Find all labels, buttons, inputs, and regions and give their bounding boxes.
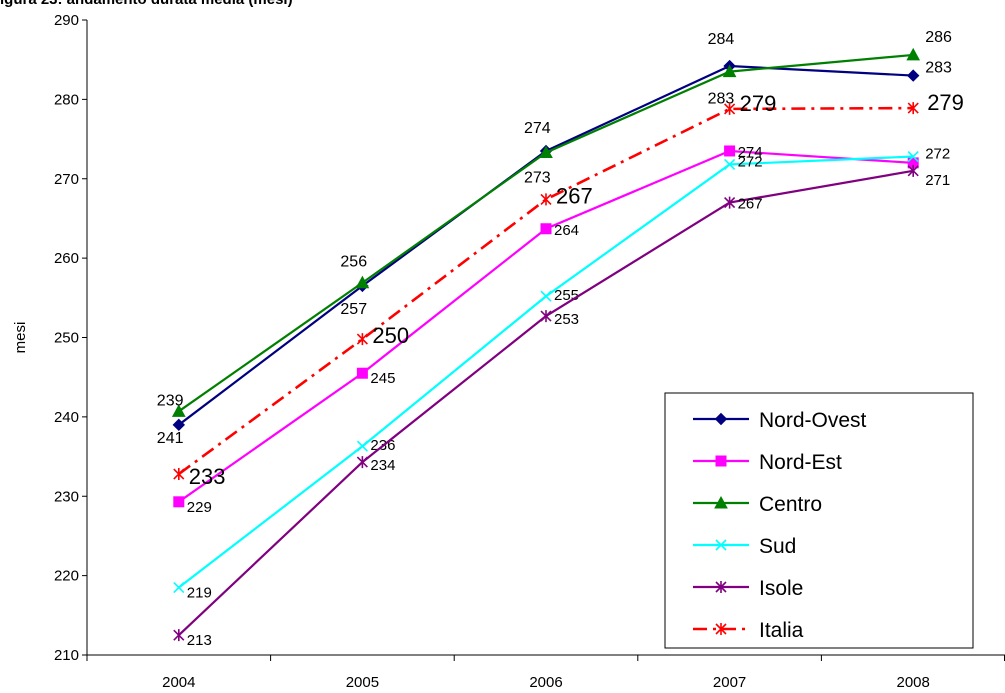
x-tick-label: 2006 [529, 674, 562, 691]
y-tick-label: 270 [54, 171, 79, 188]
legend-marker [714, 495, 728, 509]
legend-marker [715, 623, 727, 635]
y-tick-label: 230 [54, 488, 79, 505]
data-point [540, 290, 552, 302]
data-point [173, 496, 185, 508]
legend-box [664, 392, 974, 649]
legend-label: Centro [759, 493, 822, 516]
x-tick-label: 2007 [713, 674, 746, 691]
data-label: 213 [187, 632, 212, 649]
data-label: 257 [340, 301, 367, 318]
x-tick-label: 2008 [897, 674, 930, 691]
legend-label: Nord-Ovest [759, 409, 867, 432]
series-nord-ovest: 241 257 274 284 283 [157, 31, 952, 447]
data-label: 253 [554, 311, 579, 328]
data-label: 283 [925, 60, 952, 77]
legend-label: Isole [759, 577, 803, 600]
data-point [906, 69, 920, 82]
y-tick-label: 210 [54, 647, 79, 664]
data-label: 272 [925, 146, 950, 163]
data-point [724, 196, 736, 209]
data-point [172, 418, 186, 432]
y-tick-label: 250 [54, 330, 79, 347]
data-label: 250 [372, 323, 409, 348]
chart-title: igura 23: andamento durata media (mesi) [0, 0, 293, 8]
data-point [173, 629, 185, 642]
data-point [540, 193, 552, 206]
legend-label: Italia [759, 619, 804, 642]
data-point [356, 440, 368, 452]
legend-marker [715, 455, 727, 467]
y-tick-label: 220 [54, 568, 79, 585]
y-tick-label: 280 [54, 91, 79, 108]
x-tick-label: 2004 [162, 674, 195, 691]
data-point [907, 150, 919, 163]
y-tick-label: 240 [54, 409, 79, 426]
legend-marker [714, 412, 728, 426]
data-point [724, 102, 736, 115]
data-label: 274 [738, 144, 763, 161]
data-point [356, 333, 368, 346]
data-label: 255 [554, 287, 579, 304]
data-point [171, 404, 186, 417]
data-point [906, 47, 921, 61]
data-point [540, 223, 552, 235]
data-point [722, 64, 737, 78]
data-label: 272 [738, 153, 763, 170]
y-tick-label: 290 [54, 12, 79, 29]
data-point [724, 145, 736, 157]
data-label: 245 [370, 370, 395, 387]
data-point [355, 275, 370, 289]
legend: Nord-Ovest Nord-Est Centro Sud Isole Italia [664, 392, 974, 649]
data-label: 256 [340, 254, 367, 271]
data-label: 219 [187, 585, 212, 602]
data-label: 233 [189, 464, 226, 489]
legend-label: Nord-Est [759, 451, 842, 474]
data-label: 229 [187, 499, 212, 516]
data-label: 239 [157, 392, 184, 409]
data-label: 264 [554, 222, 579, 239]
data-label: 267 [556, 183, 593, 208]
data-point [907, 102, 919, 115]
data-label: 234 [370, 457, 395, 474]
data-label: 279 [740, 91, 777, 116]
y-axis-label: mesi [12, 322, 29, 354]
series-italia: 233 250 267 279 279 [173, 90, 964, 489]
data-label: 284 [708, 31, 735, 48]
data-label: 241 [157, 430, 184, 447]
data-label: 274 [524, 120, 551, 137]
data-point [539, 145, 553, 159]
data-label: 279 [927, 90, 964, 115]
data-point [724, 158, 736, 171]
data-point [356, 367, 368, 379]
legend-marker [715, 581, 727, 593]
data-label: 283 [708, 91, 735, 108]
data-point [356, 456, 368, 469]
series-line [178, 106, 914, 476]
data-label: 273 [524, 170, 551, 187]
series-centro: 239 256 273 283 286 [157, 29, 952, 417]
data-point [173, 581, 185, 594]
x-tick-label: 2005 [346, 674, 379, 691]
y-tick-label: 260 [54, 250, 79, 267]
data-point [907, 164, 919, 177]
data-label: 271 [925, 172, 950, 189]
series-isole: 213 234 253 267 271 [173, 164, 950, 649]
data-point [540, 310, 552, 323]
data-label: 267 [738, 196, 763, 213]
data-label: 286 [925, 29, 952, 46]
data-point [173, 468, 185, 481]
legend-label: Sud [759, 535, 796, 558]
legend-marker [715, 539, 727, 551]
series-nord-est: 229 245 264 274 [173, 144, 919, 516]
